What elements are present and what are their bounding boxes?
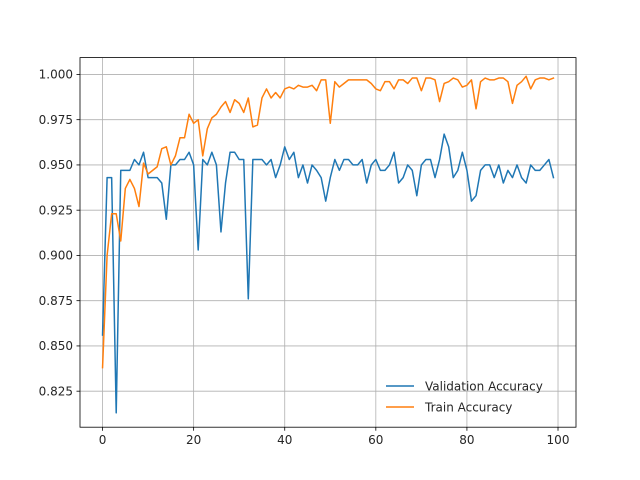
y-tick-label: 1.000 xyxy=(39,68,73,82)
series-line-validation-accuracy xyxy=(101,133,555,414)
grid xyxy=(80,57,576,428)
legend-label-train: Train Accuracy xyxy=(424,401,512,415)
axis-ticks: 0 20 40 60 80 100 0.825 0.850 0.875 0.900 0.925 0.9… xyxy=(39,68,570,447)
x-tick-label: 60 xyxy=(368,433,383,447)
series-lines xyxy=(101,75,555,414)
x-tick-label: 0 xyxy=(99,433,107,447)
y-tick-label: 0.900 xyxy=(39,249,73,263)
y-tick-label: 0.975 xyxy=(39,113,73,127)
legend-label-validation: Validation Accuracy xyxy=(425,380,543,394)
x-tick-label: 100 xyxy=(547,433,570,447)
y-tick-label: 0.850 xyxy=(39,339,73,353)
series-line-train-accuracy xyxy=(101,75,555,369)
x-tick-label: 80 xyxy=(459,433,474,447)
y-tick-label: 0.825 xyxy=(39,384,73,398)
x-tick-label: 40 xyxy=(277,433,292,447)
x-tick-label: 20 xyxy=(186,433,201,447)
y-tick-label: 0.875 xyxy=(39,294,73,308)
y-tick-label: 0.950 xyxy=(39,158,73,172)
y-tick-label: 0.925 xyxy=(39,203,73,217)
axes-frame xyxy=(79,57,577,428)
legend: Validation Accuracy Train Accuracy xyxy=(386,380,543,415)
